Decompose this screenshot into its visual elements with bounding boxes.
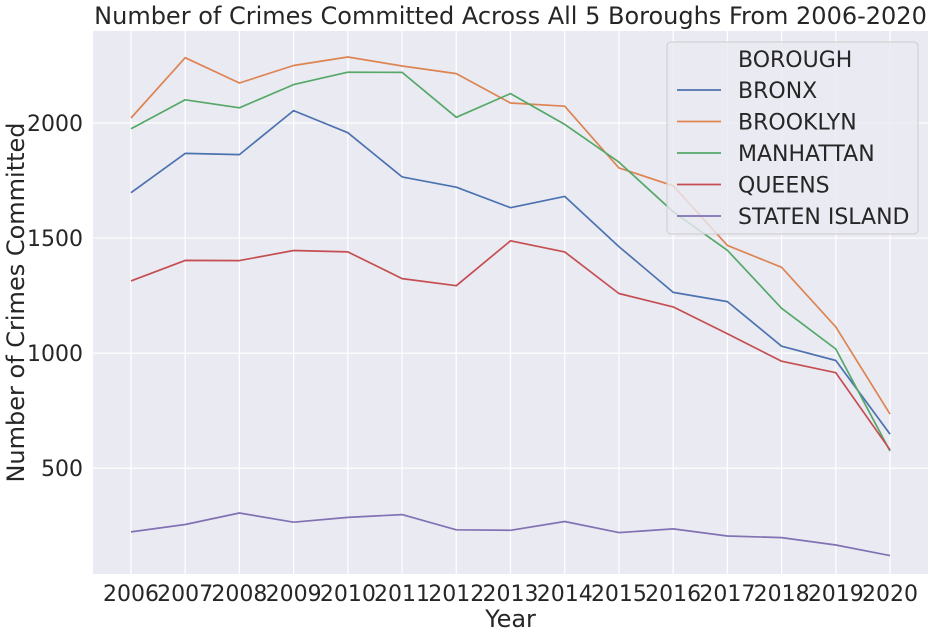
x-tick-label: 2013 <box>483 582 539 607</box>
series-line-manhattan <box>130 71 891 452</box>
tick-labels: 2006200720082009201020112012201320142015… <box>27 112 918 607</box>
series-lines <box>130 56 891 557</box>
series-line-brooklyn <box>130 56 891 415</box>
x-tick-label: 2020 <box>862 582 918 607</box>
x-tick-label: 2016 <box>645 582 701 607</box>
x-tick-label: 2011 <box>374 582 430 607</box>
series-line-queens <box>130 239 891 451</box>
x-tick-label: 2014 <box>537 582 593 607</box>
series-line-bronx <box>130 109 891 435</box>
legend-entry: MANHATTAN <box>738 142 875 167</box>
x-tick-label: 2019 <box>808 582 864 607</box>
x-tick-label: 2007 <box>157 582 213 607</box>
chart-title: Number of Crimes Committed Across All 5 … <box>94 2 927 30</box>
x-tick-label: 2018 <box>754 582 810 607</box>
legend-entry: BROOKLYN <box>738 111 857 136</box>
x-tick-label: 2010 <box>320 582 376 607</box>
series-line-staten-island <box>130 512 891 557</box>
y-tick-label: 2000 <box>27 112 83 137</box>
legend-items: BRONX BROOKLYN MANHATTAN QUEENS STATEN ISLAN… <box>677 79 910 230</box>
legend-entry: STATEN ISLAND <box>738 205 910 230</box>
x-tick-label: 2017 <box>699 582 755 607</box>
legend: BOROUGH BRONX BROOKLYN MANHATTAN QUEENS STAT… <box>666 41 919 235</box>
legend-title: BOROUGH <box>738 48 852 73</box>
y-tick-label: 500 <box>41 457 83 482</box>
x-tick-label: 2009 <box>266 582 322 607</box>
legend-entry: BRONX <box>738 79 817 104</box>
y-tick-label: 1000 <box>27 342 83 367</box>
x-tick-label: 2012 <box>428 582 484 607</box>
x-tick-label: 2015 <box>591 582 647 607</box>
y-tick-label: 1500 <box>27 227 83 252</box>
x-axis-label: Year <box>484 605 536 633</box>
y-axis-label: Number of Crimes Committed <box>2 122 30 482</box>
x-tick-label: 2006 <box>103 582 159 607</box>
legend-entry: QUEENS <box>738 174 830 199</box>
legend-box <box>666 41 919 235</box>
x-tick-label: 2008 <box>211 582 267 607</box>
